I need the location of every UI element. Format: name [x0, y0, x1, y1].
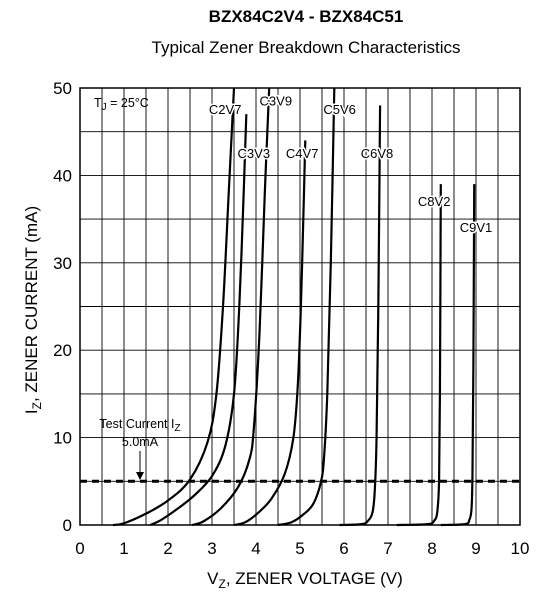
test-current-arrow-head [136, 472, 144, 480]
y-axis-label: IZ, ZENER CURRENT (mA) [22, 206, 44, 414]
curve-c8v2 [396, 184, 442, 527]
curve-label-c9v1: C9V1 [460, 220, 493, 235]
curve-c4v7 [233, 140, 307, 527]
curve-c3v3 [149, 114, 248, 527]
x-tick-label: 8 [427, 539, 436, 558]
chart-title: BZX84C2V4 - BZX84C51 [209, 7, 404, 26]
y-tick-label: 50 [53, 79, 72, 98]
x-tick-label: 4 [251, 539, 260, 558]
curve-label-c5v6: C5V6 [323, 102, 356, 117]
test-current-label: Test Current IZ [99, 417, 180, 434]
y-tick-label: 10 [53, 429, 72, 448]
x-tick-label: 1 [119, 539, 128, 558]
test-current-value-label: 5.0mA [122, 435, 159, 449]
y-tick-label: 0 [63, 516, 72, 535]
x-tick-label: 6 [339, 539, 348, 558]
y-tick-label: 30 [53, 254, 72, 273]
y-tick-labels: 0 10 20 30 40 50 [53, 79, 72, 535]
chart-subtitle: Typical Zener Breakdown Characteristics [152, 38, 461, 57]
curve-c5v6 [277, 87, 336, 527]
x-tick-label: 7 [383, 539, 392, 558]
curve-label-c3v3: C3V3 [238, 146, 271, 161]
curve-c9v1 [440, 184, 476, 527]
y-tick-label: 20 [53, 341, 72, 360]
curve-label-c6v8: C6V8 [361, 146, 394, 161]
curve-labels: C2V7 C3V3 C3V9 C4V7 C5V6 C6V8 C8V2 C9V1 [207, 92, 493, 237]
x-tick-label: 2 [163, 539, 172, 558]
x-tick-labels: 0 1 2 3 4 5 6 7 8 9 10 [75, 539, 529, 558]
curve-c6v8 [339, 105, 382, 527]
x-tick-label: 9 [471, 539, 480, 558]
grid [80, 88, 520, 525]
x-tick-label: 5 [295, 539, 304, 558]
x-tick-label: 10 [511, 539, 530, 558]
curves [112, 87, 476, 527]
curve-label-c2v7: C2V7 [209, 102, 242, 117]
curve-c3v9 [191, 87, 271, 527]
x-tick-label: 0 [75, 539, 84, 558]
x-axis-label: VZ, ZENER VOLTAGE (V) [207, 569, 403, 591]
curve-label-c4v7: C4V7 [286, 146, 319, 161]
curve-label-c3v9: C3V9 [260, 93, 293, 108]
curve-label-c8v2: C8V2 [418, 194, 451, 209]
curve-c2v7 [112, 87, 236, 527]
plot-frame [79, 87, 521, 526]
y-tick-label: 40 [53, 166, 72, 185]
temperature-label: TJ = 25°C [94, 96, 149, 113]
x-tick-label: 3 [207, 539, 216, 558]
